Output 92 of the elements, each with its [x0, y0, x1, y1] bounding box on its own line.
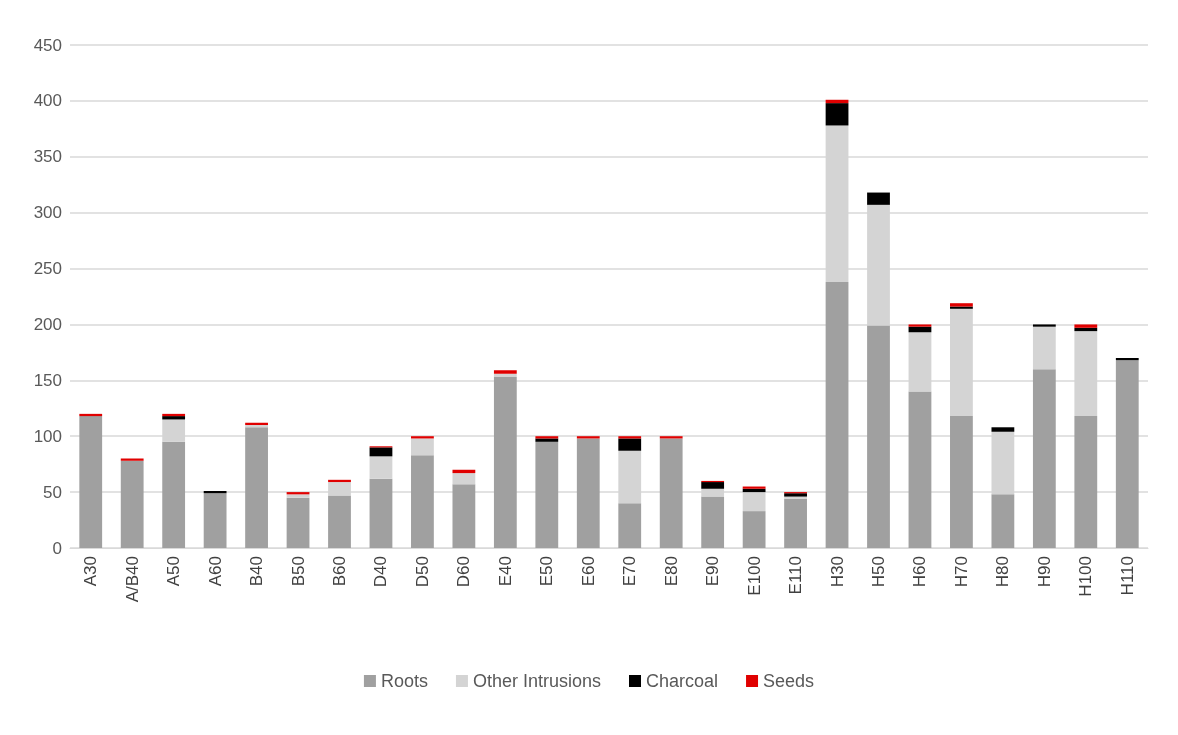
bar	[328, 479, 351, 483]
y-tick-label: 250	[33, 259, 62, 279]
bar	[784, 498, 807, 548]
y-tick-label: 200	[33, 314, 62, 334]
legend-label: Charcoal	[646, 671, 719, 691]
x-tick-label: E100	[744, 556, 764, 596]
bar	[120, 460, 144, 548]
bar	[452, 484, 476, 548]
x-tick-label: H60	[910, 556, 930, 588]
y-tick-label: 0	[52, 538, 62, 558]
bar	[493, 376, 517, 548]
bar	[369, 456, 393, 479]
bar	[328, 495, 351, 548]
bar	[867, 192, 890, 205]
x-tick-label: H100	[1076, 556, 1096, 597]
x-tick-label: E40	[495, 556, 515, 587]
x-tick-label: A30	[81, 556, 101, 587]
legend-label: Other Intrusions	[472, 671, 602, 691]
bar	[162, 441, 186, 548]
bar	[1032, 326, 1056, 370]
bar	[203, 490, 227, 494]
bar	[1032, 369, 1056, 548]
legend-label: Roots	[380, 671, 428, 691]
bar	[742, 511, 766, 548]
bar	[576, 438, 600, 548]
x-tick-label: E80	[661, 556, 681, 587]
bar	[79, 413, 103, 417]
bar	[79, 416, 103, 548]
bar	[411, 438, 434, 456]
bar	[618, 503, 642, 548]
bar	[1115, 357, 1139, 361]
x-tick-label: H70	[951, 556, 971, 588]
x-tick-label: E110	[786, 556, 806, 595]
bar	[991, 427, 1015, 432]
bar	[1032, 324, 1056, 327]
bar	[742, 486, 766, 489]
x-tick-label: B40	[247, 556, 267, 587]
x-tick-label: H80	[993, 556, 1013, 588]
bar	[369, 447, 393, 457]
bar	[369, 478, 393, 548]
bar	[452, 469, 476, 474]
bar	[991, 494, 1015, 548]
bar	[245, 427, 268, 548]
x-tick-label: A60	[205, 556, 225, 587]
bar	[867, 325, 890, 548]
bar	[701, 496, 725, 548]
bar	[701, 482, 725, 489]
x-tick-label: A/B40	[122, 556, 142, 603]
bar	[1074, 327, 1098, 332]
y-tick-label: 100	[33, 426, 62, 446]
x-tick-label: E50	[537, 556, 557, 587]
bar	[908, 391, 932, 548]
y-tick-label: 50	[43, 482, 62, 502]
x-tick-label: B50	[288, 556, 308, 587]
bar	[535, 441, 559, 548]
bar	[452, 473, 476, 485]
bar	[659, 436, 683, 439]
x-tick-label: H30	[827, 556, 847, 588]
y-tick-label: 400	[33, 91, 62, 111]
x-tick-label: E90	[703, 556, 723, 587]
x-tick-label: H90	[1034, 556, 1054, 588]
bar	[950, 416, 973, 548]
x-tick-label: B60	[330, 556, 349, 587]
x-tick-label: H110	[1117, 556, 1137, 596]
bar	[825, 103, 849, 126]
y-tick-label: 150	[33, 370, 62, 390]
bar	[742, 488, 766, 493]
y-tick-label: 300	[33, 203, 62, 223]
bar	[1074, 324, 1098, 328]
x-tick-label: D50	[412, 556, 432, 588]
legend-label: Seeds	[763, 671, 815, 691]
x-tick-label: A50	[164, 556, 184, 587]
bar	[618, 438, 642, 451]
x-tick-label: E60	[578, 556, 598, 587]
bar	[825, 281, 849, 548]
x-tick-label: D60	[454, 556, 474, 588]
x-tick-label: D40	[371, 556, 391, 588]
x-tick-label: H50	[869, 556, 888, 588]
bar	[286, 497, 310, 548]
bar	[576, 436, 600, 439]
bar	[120, 458, 144, 461]
bar	[908, 324, 932, 327]
bar	[1115, 360, 1139, 548]
bar	[618, 436, 642, 439]
bar	[659, 438, 683, 548]
bar	[411, 455, 434, 548]
y-tick-label: 350	[33, 147, 62, 167]
bar	[1074, 416, 1098, 548]
bar	[411, 436, 434, 439]
bar	[203, 493, 227, 548]
y-tick-label: 450	[33, 35, 62, 55]
x-tick-label: E70	[620, 556, 640, 587]
